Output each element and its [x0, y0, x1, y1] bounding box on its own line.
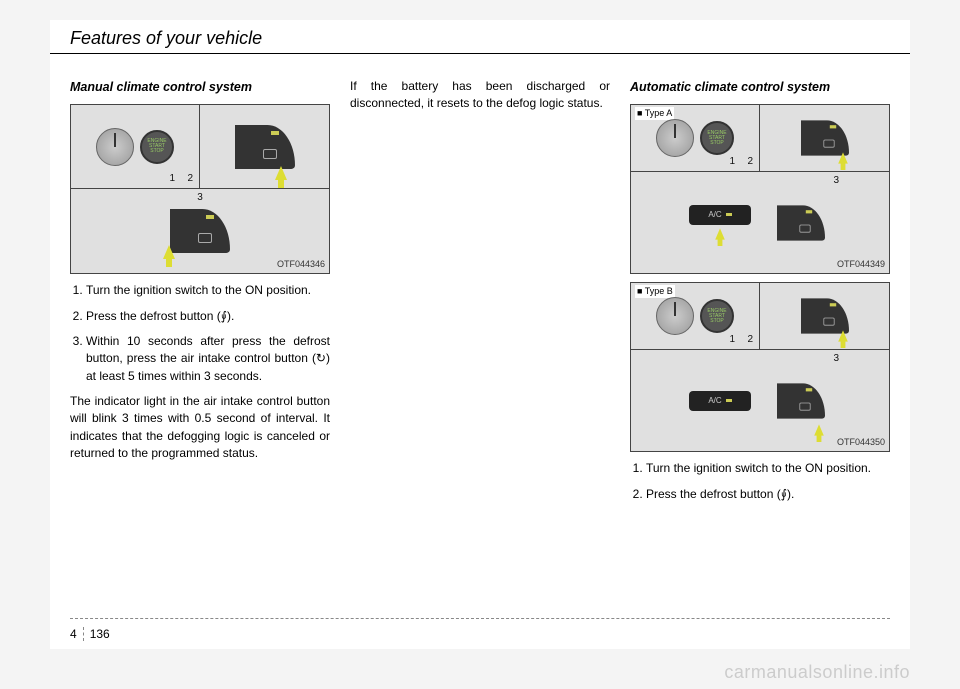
figure-cell-number: 1: [729, 155, 735, 170]
page-header: Features of your vehicle: [50, 20, 910, 54]
manual-paragraph: The indicator light in the air intake co…: [70, 393, 330, 463]
content-columns: Manual climate control system ENGINE STA…: [50, 54, 910, 511]
arrow-icon: [838, 331, 848, 342]
defrost-panel-icon: [801, 299, 849, 334]
step-item: Press the defrost button (⨚).: [646, 486, 890, 503]
ac-button-icon: A/C: [689, 391, 751, 411]
column-right: Automatic climate control system ■ Type …: [630, 78, 890, 511]
ignition-dial-icon: [96, 128, 134, 166]
figure-code: OTF044346: [277, 258, 325, 271]
figure-cell-number: 2: [747, 333, 753, 348]
manual-page: Features of your vehicle Manual climate …: [50, 20, 910, 649]
ignition-dial-icon: [656, 119, 694, 157]
air-intake-panel-icon: [777, 205, 825, 240]
arrow-icon: [715, 228, 725, 239]
step-item: Turn the ignition switch to the ON posit…: [86, 282, 330, 299]
air-intake-panel-icon: [777, 383, 825, 418]
column-middle: If the battery has been discharged or di…: [350, 78, 610, 511]
figure-cell-number: 3: [833, 352, 839, 367]
subhead-automatic: Automatic climate control system: [630, 78, 890, 96]
arrow-icon: [275, 166, 287, 180]
figure-cell-number: 2: [187, 172, 193, 187]
watermark: carmanualsonline.info: [724, 662, 910, 683]
step-item: Within 10 seconds after press the defros…: [86, 333, 330, 385]
ac-button-icon: A/C: [689, 205, 751, 225]
figure-cell-number: 3: [197, 191, 203, 206]
step-item: Press the defrost button (⨚).: [86, 308, 330, 325]
figure-auto-a: ■ Type A ENGINE START STOP 1 2 A/C: [630, 104, 890, 274]
page-number: 4 136: [70, 627, 110, 641]
defrost-panel-icon: [235, 125, 295, 169]
figure-code: OTF044349: [837, 258, 885, 271]
arrow-icon: [163, 245, 175, 259]
subhead-manual: Manual climate control system: [70, 78, 330, 96]
engine-start-button-icon: ENGINE START STOP: [140, 130, 174, 164]
middle-paragraph: If the battery has been discharged or di…: [350, 78, 610, 113]
figure-manual: ENGINE START STOP 1 2 3: [70, 104, 330, 274]
step-item: Turn the ignition switch to the ON posit…: [646, 460, 890, 477]
footer-rule: [70, 618, 890, 619]
engine-start-button-icon: ENGINE START STOP: [700, 299, 734, 333]
page-number-value: 136: [90, 627, 110, 641]
figure-cell-number: 1: [169, 172, 175, 187]
figure-cell-number: 3: [833, 174, 839, 189]
section-number: 4: [70, 627, 84, 641]
air-intake-panel-icon: [170, 209, 230, 253]
figure-cell-number: 2: [747, 155, 753, 170]
ignition-dial-icon: [656, 297, 694, 335]
arrow-icon: [814, 425, 824, 436]
engine-start-button-icon: ENGINE START STOP: [700, 121, 734, 155]
arrow-icon: [838, 153, 848, 164]
figure-code: OTF044350: [837, 436, 885, 449]
figure-auto-b: ■ Type B ENGINE START STOP 1 2 A/C: [630, 282, 890, 452]
manual-steps: Turn the ignition switch to the ON posit…: [70, 282, 330, 385]
column-left: Manual climate control system ENGINE STA…: [70, 78, 330, 511]
figure-cell-number: 1: [729, 333, 735, 348]
automatic-steps: Turn the ignition switch to the ON posit…: [630, 460, 890, 503]
defrost-panel-icon: [801, 121, 849, 156]
